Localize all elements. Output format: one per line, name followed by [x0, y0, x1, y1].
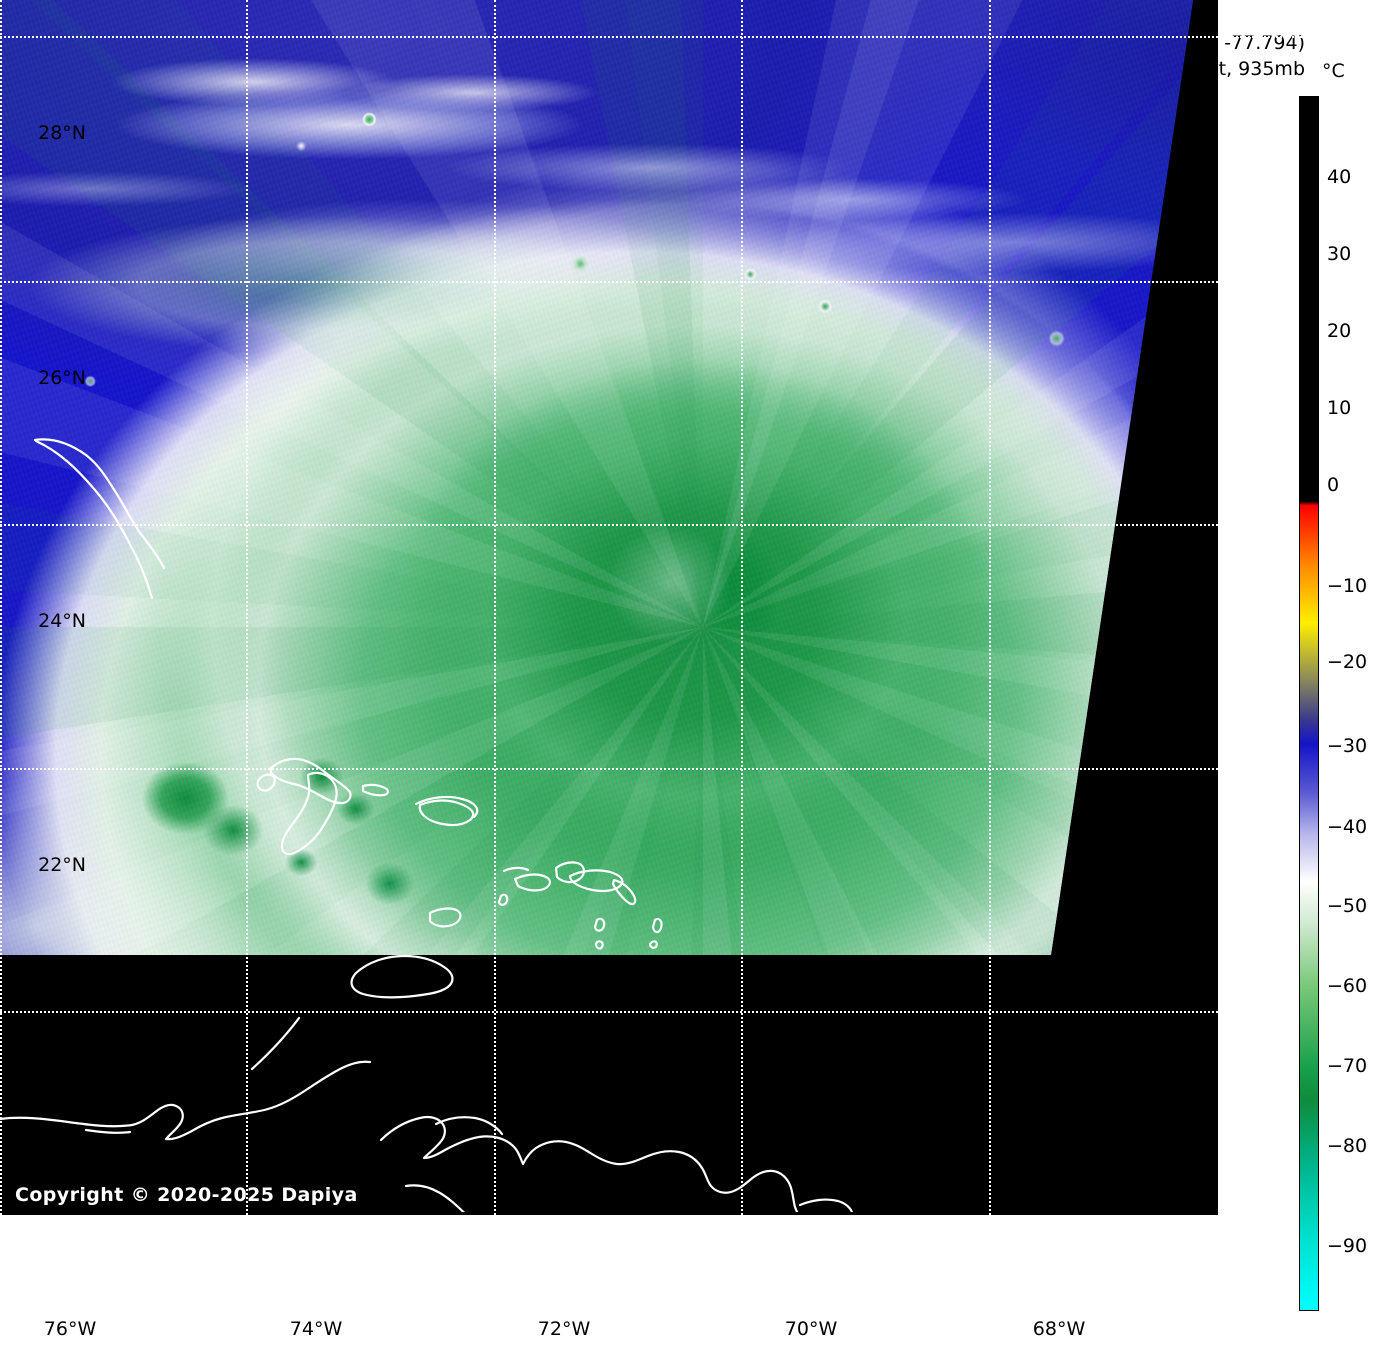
colorbar-tick-m20: −20 [1327, 651, 1368, 673]
lat-tick-24n: 24°N [38, 610, 86, 632]
colorbar-tick-m10: −10 [1327, 575, 1368, 597]
lon-tick-76w: 76°W [43, 1318, 97, 1340]
gridline-lat-26 [0, 281, 1390, 283]
coastline-turks-east [611, 878, 637, 906]
coastline-bahamas-crooked [513, 873, 551, 892]
colorbar-tick-m70: −70 [1327, 1055, 1368, 1077]
gridline-lon-74 [246, 0, 248, 1359]
colorbar-tick-m60: −60 [1327, 975, 1368, 997]
colorbar-tick-m40: −40 [1327, 816, 1368, 838]
lat-tick-28n: 28°N [38, 122, 86, 144]
colorbar-tick-0: 0 [1327, 474, 1340, 496]
lon-tick-72w: 72°W [537, 1318, 591, 1340]
colorbar-unit-label: °C [1322, 60, 1345, 82]
colorbar-tick-m50: −50 [1327, 895, 1368, 917]
coastline-inagua [350, 954, 454, 999]
colorbar-gradient [1300, 97, 1318, 1310]
colorbar-tick-m30: −30 [1327, 735, 1368, 757]
coastline-turks-dot2 [651, 917, 663, 934]
coastline-haiti-gulf [404, 1184, 466, 1212]
coastline-cuba-west-sliver [84, 1128, 132, 1134]
coastline-bahamas-dot1 [497, 893, 509, 906]
colorbar-tick-m80: −80 [1327, 1135, 1368, 1157]
satellite-raster [0, 0, 1194, 955]
coastline-bahamas-newprov [280, 771, 338, 856]
gridline-lat-24 [0, 524, 1390, 526]
gridline-lat-28 [0, 36, 1390, 38]
lon-tick-70w: 70°W [784, 1318, 838, 1340]
coastline-hispaniola [379, 1115, 799, 1212]
coastline-turks-dot3 [594, 940, 604, 950]
coastline-cuba-tip [250, 1016, 301, 1071]
lat-tick-22n: 22°N [38, 854, 86, 876]
coastline-bahamas-andros [269, 757, 352, 805]
lon-tick-74w: 74°W [289, 1318, 343, 1340]
gridline-lat-22 [0, 768, 1390, 770]
colorbar-tick-30: 30 [1327, 243, 1352, 265]
satellite-plot: Copyright © 2020-2025 Dapiya [0, 0, 1218, 1215]
colorbar-tick-40: 40 [1327, 166, 1352, 188]
coastline-cuba-arc2 [34, 439, 154, 600]
gridline-lon-72 [494, 0, 496, 1359]
gridline-lon-76 [0, 0, 2, 1359]
coastline-turks-caicos [568, 869, 624, 893]
coastline-overlay [0, 438, 853, 1212]
gridline-lat-20 [0, 1011, 1390, 1013]
gridline-lon-70 [741, 0, 743, 1359]
lon-tick-68w: 68°W [1032, 1318, 1086, 1340]
colorbar [1299, 96, 1319, 1311]
coastline-bahamas-cat [418, 799, 475, 827]
coastline-bahamas-long [414, 795, 479, 819]
colorbar-tick-m90: −90 [1327, 1235, 1368, 1257]
coastline-turks-dot1 [593, 917, 606, 932]
coastline-dr-samana [798, 1198, 853, 1212]
coastline-cuba-south [0, 1060, 372, 1141]
colorbar-tick-20: 20 [1327, 320, 1352, 342]
colorbar-tick-10: 10 [1327, 397, 1352, 419]
coastline-bahamas-mayaguana [502, 866, 530, 873]
lat-tick-20n: 20°N [38, 1097, 86, 1119]
lat-tick-26n: 26°N [38, 367, 86, 389]
coastline-bahamas-small1 [256, 773, 276, 792]
coastline-cuba-north [33, 438, 166, 570]
copyright-label: Copyright © 2020-2025 Dapiya [15, 1184, 358, 1206]
coastline-turks-main [554, 861, 585, 884]
gridline-lon-68 [989, 0, 991, 1359]
coastline-turks-dot4 [648, 940, 658, 949]
coastline-bahamas-exuma [428, 907, 462, 928]
coastline-bahamas-eleuthera [361, 783, 389, 797]
